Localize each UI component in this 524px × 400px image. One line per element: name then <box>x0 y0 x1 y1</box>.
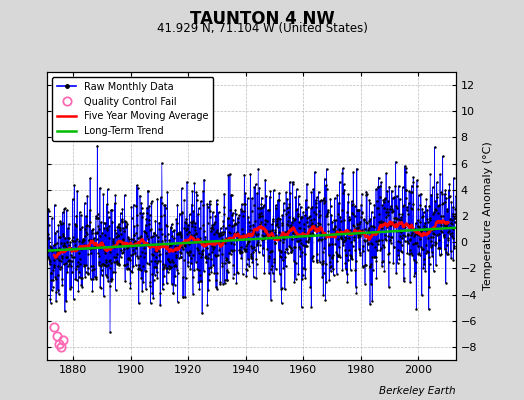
Text: 41.929 N, 71.104 W (United States): 41.929 N, 71.104 W (United States) <box>157 22 367 35</box>
Text: Berkeley Earth: Berkeley Earth <box>379 386 456 396</box>
Text: TAUNTON 4 NW: TAUNTON 4 NW <box>190 10 334 28</box>
Y-axis label: Temperature Anomaly (°C): Temperature Anomaly (°C) <box>483 142 493 290</box>
Legend: Raw Monthly Data, Quality Control Fail, Five Year Moving Average, Long-Term Tren: Raw Monthly Data, Quality Control Fail, … <box>52 77 213 141</box>
